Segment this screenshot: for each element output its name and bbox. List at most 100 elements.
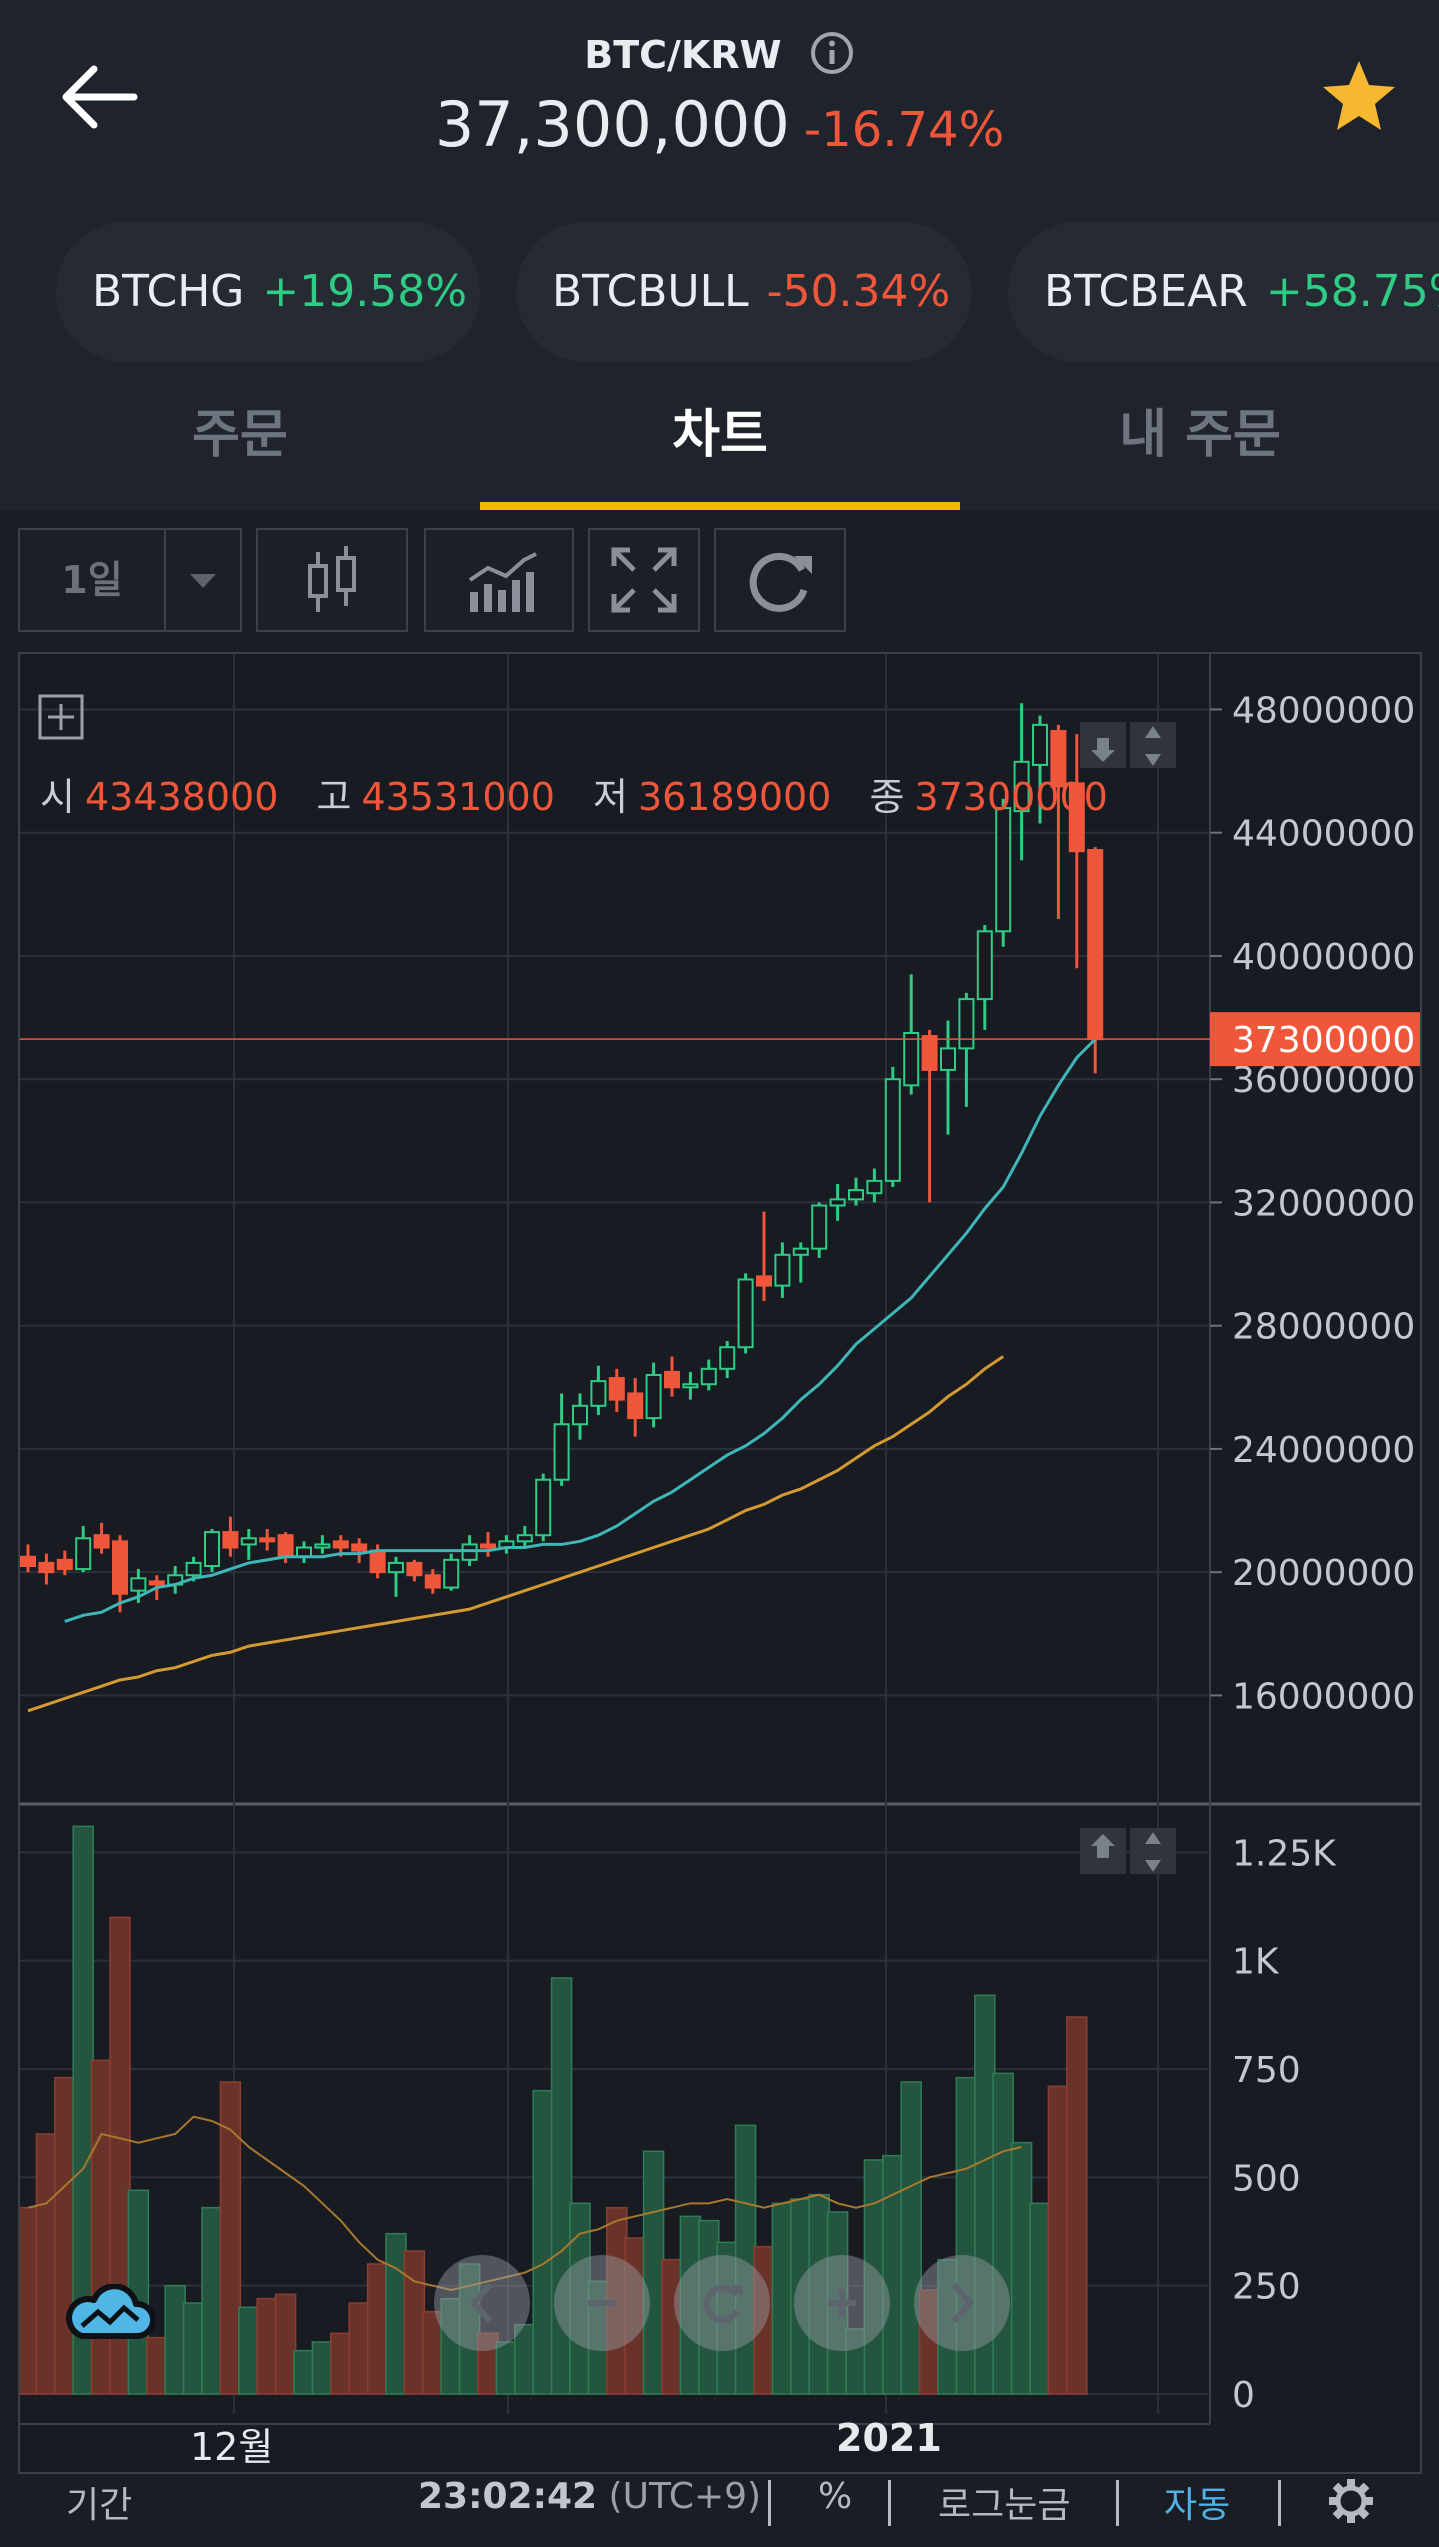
plus-icon [828, 2289, 856, 2317]
resize-icon [1145, 1832, 1161, 1844]
chip-name: BTCHG [92, 266, 245, 317]
timeframe-dropdown[interactable] [164, 528, 242, 632]
chip-btcbull[interactable]: BTCBULL -50.34% [516, 222, 972, 362]
volume-tick-label: 1.25K [1232, 1833, 1337, 1874]
zoom-in-button[interactable] [794, 2255, 890, 2351]
candle-body [995, 807, 1012, 933]
close-value: 37300000 [914, 775, 1108, 819]
chevron-left-icon [469, 2283, 493, 2323]
cloud-logo-icon [64, 2283, 156, 2346]
log-scale-toggle[interactable]: 로그눈금 [938, 2485, 1071, 2526]
price-chart[interactable]: 48000000 44000000 40000000 36000000 32000000… [17, 654, 1420, 2472]
clock: 23:02:42 (UTC+9) [418, 2476, 762, 2517]
candle-body [461, 1543, 478, 1561]
current-price: 37,300,000 -16.74% [0, 88, 1439, 161]
candle-body [75, 1537, 92, 1571]
pan-right-button[interactable] [914, 2255, 1010, 2351]
ohlc-legend: 시 43438000 고 43531000 저 36189000 종 37300000 [40, 766, 1134, 821]
reset-view-button[interactable] [674, 2255, 770, 2351]
volume-bar [1047, 2085, 1070, 2395]
move-up-icon [1091, 1834, 1115, 1858]
candle-body [737, 1278, 754, 1349]
tab-order[interactable]: 주문 [192, 405, 288, 465]
resize-icon [1145, 726, 1161, 738]
candle-body [204, 1531, 220, 1567]
price-tick-label: 24000000 [1232, 1430, 1415, 1471]
candle-body [1032, 723, 1048, 766]
volume-bar [900, 2081, 922, 2395]
candle-body [976, 930, 993, 1001]
chip-change: +19.58% [262, 266, 468, 317]
volume-bar [532, 2089, 554, 2395]
candle-body [38, 1561, 55, 1574]
percent-toggle[interactable]: % [818, 2476, 853, 2517]
candle-body [1013, 760, 1030, 813]
price-change: -16.74% [803, 102, 1005, 158]
chevron-down-icon [190, 574, 216, 588]
volume-bar [238, 2306, 260, 2395]
candle-body [516, 1534, 533, 1543]
candle-body [535, 1478, 552, 1537]
info-icon[interactable] [809, 30, 855, 85]
timeframe-select[interactable]: 1일 [18, 528, 166, 632]
volume-bar [146, 2336, 168, 2395]
period-button[interactable]: 기간 [66, 2485, 133, 2526]
candle-body [627, 1392, 644, 1420]
pan-left-button[interactable] [434, 2255, 530, 2351]
indicator-chart-icon [468, 552, 537, 612]
volume-bar [348, 2302, 370, 2395]
candle-body [829, 1198, 846, 1207]
favorite-star-icon[interactable] [1319, 56, 1399, 136]
zoom-out-button[interactable] [554, 2255, 650, 2351]
chip-btchg[interactable]: BTCHG +19.58% [56, 222, 480, 362]
price-tick-label: 40000000 [1232, 937, 1415, 978]
volume-ma-line [27, 2115, 1022, 2292]
indicator-button[interactable] [424, 528, 574, 632]
candle-body [903, 1031, 920, 1087]
chevron-right-icon [951, 2283, 975, 2323]
price-tick-label: 32000000 [1232, 1183, 1415, 1224]
candle-body [700, 1367, 717, 1386]
candle-body [774, 1253, 791, 1287]
price-tick-label: 44000000 [1232, 814, 1415, 855]
candle-body [645, 1373, 662, 1420]
settings-gear-icon[interactable] [1328, 2478, 1374, 2533]
candle-body [185, 1561, 202, 1577]
ma-short-line [64, 1038, 1097, 1623]
volume-bar [35, 2133, 58, 2395]
chip-name: BTCBEAR [1044, 266, 1248, 317]
chip-btcbear[interactable]: BTCBEAR +58.75% [1008, 222, 1439, 362]
refresh-icon [703, 2284, 742, 2323]
tab-my-orders[interactable]: 내 주문 [1119, 405, 1281, 465]
divider [888, 2480, 891, 2526]
tab-chart[interactable]: 차트 [480, 380, 960, 510]
auto-scale-toggle[interactable]: 자동 [1164, 2485, 1231, 2526]
x-axis-label: 12월 [190, 2425, 274, 2469]
candle-body [148, 1580, 165, 1586]
candle-body [388, 1561, 404, 1574]
chart-panel[interactable]: 48000000 44000000 40000000 36000000 32000000… [17, 652, 1422, 2474]
volume-bar [311, 2341, 334, 2395]
current-price-tag [1210, 1012, 1420, 1067]
chart-footer [0, 2474, 1439, 2547]
divider [1116, 2480, 1119, 2526]
ma-long-line [27, 1355, 1005, 1713]
candle-type-button[interactable] [256, 528, 408, 632]
expand-icon [611, 547, 677, 613]
volume-tick-label: 1K [1232, 1942, 1280, 1983]
chip-change: -50.34% [766, 266, 951, 317]
fullscreen-button[interactable] [588, 528, 700, 632]
candle-body [1068, 782, 1085, 853]
open-value: 43438000 [84, 775, 279, 819]
candle-body [682, 1383, 699, 1389]
current-price-label: 37300000 [1232, 1020, 1415, 1061]
divider [768, 2480, 771, 2526]
resize-icon [1145, 754, 1161, 766]
minus-icon [588, 2300, 616, 2306]
candle-body [93, 1534, 110, 1549]
high-value: 43531000 [361, 775, 555, 819]
candle-body [259, 1537, 276, 1543]
refresh-button[interactable] [714, 528, 846, 632]
price-tick-label: 28000000 [1232, 1307, 1415, 1348]
back-arrow-icon[interactable] [60, 62, 140, 132]
